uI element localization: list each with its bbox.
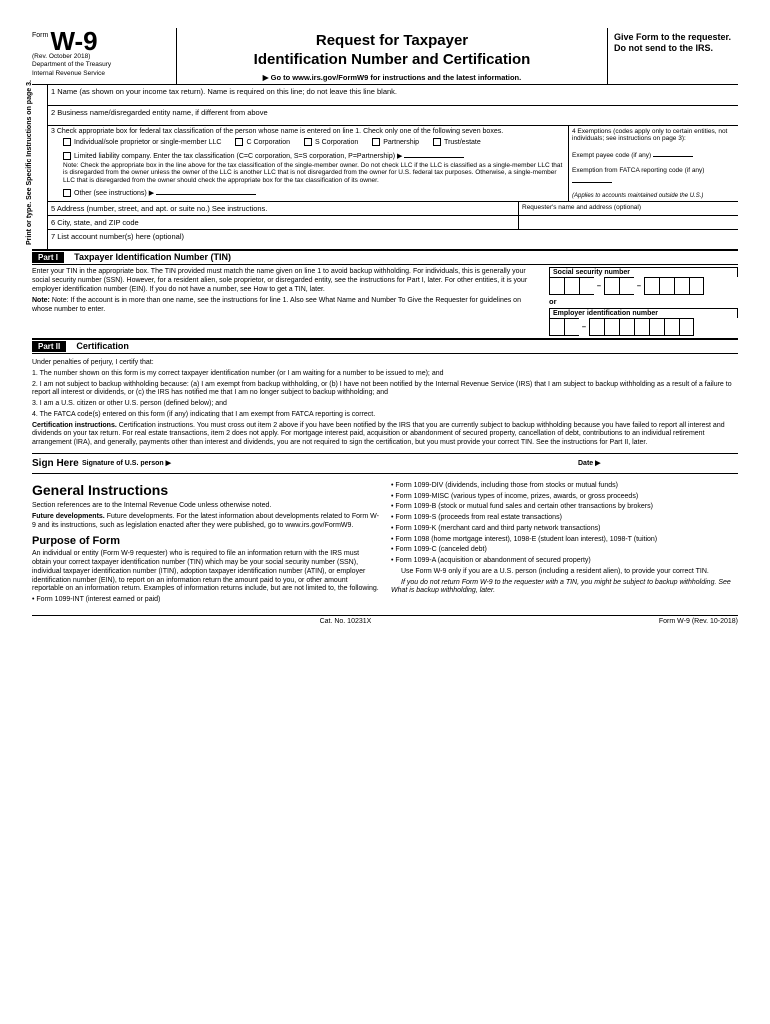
sidebar: Print or type. See Specific Instructions… bbox=[32, 85, 48, 250]
llc-note: Note: Check the appropriate box in the l… bbox=[63, 162, 565, 184]
chk-c-corp[interactable]: C Corporation bbox=[235, 138, 290, 146]
sign-here: Sign Here bbox=[32, 458, 82, 469]
title-line2: Identification Number and Certification bbox=[185, 51, 599, 68]
or-label: or bbox=[549, 297, 738, 306]
requester-address[interactable]: Requester's name and address (optional) bbox=[518, 202, 738, 215]
part-1-header: Part I Taxpayer Identification Number (T… bbox=[32, 250, 738, 265]
goto-link: ▶ Go to www.irs.gov/FormW9 for instructi… bbox=[185, 73, 599, 82]
chk-individual[interactable]: Individual/sole proprietor or single-mem… bbox=[63, 138, 221, 146]
general-instructions-heading: General Instructions bbox=[32, 482, 379, 500]
line-3-intro: 3 Check appropriate box for federal tax … bbox=[51, 128, 565, 135]
footer: Cat. No. 10231X Form W-9 (Rev. 10-2018) bbox=[32, 615, 738, 625]
line-4: 4 Exemptions (codes apply only to certai… bbox=[568, 126, 738, 202]
ssn-label: Social security number bbox=[549, 267, 738, 277]
form-number: W-9 bbox=[50, 30, 97, 53]
line-7[interactable]: 7 List account number(s) here (optional) bbox=[48, 229, 738, 249]
signature-label[interactable]: Signature of U.S. person ▶ bbox=[82, 459, 578, 467]
line-1[interactable]: 1 Name (as shown on your income tax retu… bbox=[48, 85, 738, 105]
instructions-right: • Form 1099-DIV (dividends, including th… bbox=[391, 480, 738, 607]
line-3: 3 Check appropriate box for federal tax … bbox=[48, 126, 568, 202]
tin-text: Enter your TIN in the appropriate box. T… bbox=[32, 265, 543, 338]
certification-body: Under penalties of perjury, I certify th… bbox=[32, 354, 738, 454]
department: Department of the Treasury bbox=[32, 61, 172, 68]
agency: Internal Revenue Service bbox=[32, 70, 172, 77]
purpose-heading: Purpose of Form bbox=[32, 535, 379, 549]
chk-s-corp[interactable]: S Corporation bbox=[304, 138, 358, 146]
chk-other[interactable]: Other (see instructions) ▶ bbox=[63, 186, 565, 197]
instructions-left: General Instructions Section references … bbox=[32, 480, 379, 607]
give-form-text: Give Form to the requester. Do not send … bbox=[614, 32, 734, 54]
instructions: General Instructions Section references … bbox=[32, 480, 738, 607]
fatca-code[interactable]: Exemption from FATCA reporting code (if … bbox=[572, 167, 735, 185]
line-4-title: 4 Exemptions (codes apply only to certai… bbox=[572, 128, 735, 142]
cat-no: Cat. No. 10231X bbox=[320, 618, 372, 625]
sign-row: Sign Here Signature of U.S. person ▶ Dat… bbox=[32, 454, 738, 474]
ein-label: Employer identification number bbox=[549, 308, 738, 318]
part-2-header: Part II Certification bbox=[32, 339, 738, 354]
part-1-label: Part I bbox=[32, 252, 64, 263]
chk-llc[interactable]: Limited liability company. Enter the tax… bbox=[63, 149, 565, 160]
tin-boxes: Social security number – – or Employer i… bbox=[543, 265, 738, 338]
line-5-row: 5 Address (number, street, and apt. or s… bbox=[48, 201, 738, 215]
revision: (Rev. October 2018) bbox=[32, 53, 172, 60]
date-label[interactable]: Date ▶ bbox=[578, 459, 738, 467]
chk-trust[interactable]: Trust/estate bbox=[433, 138, 481, 146]
form-header: Form W-9 (Rev. October 2018) Department … bbox=[32, 28, 738, 85]
line-2[interactable]: 2 Business name/disregarded entity name,… bbox=[48, 105, 738, 125]
line-6-row: 6 City, state, and ZIP code bbox=[48, 215, 738, 229]
form-rev: Form W-9 (Rev. 10-2018) bbox=[659, 618, 738, 625]
ein-boxes[interactable]: – bbox=[549, 318, 738, 336]
part-2-label: Part II bbox=[32, 341, 66, 352]
line-5[interactable]: 5 Address (number, street, and apt. or s… bbox=[48, 202, 518, 215]
header-right: Give Form to the requester. Do not send … bbox=[608, 28, 738, 84]
sidebar-text: Print or type. See Specific Instructions… bbox=[26, 80, 33, 245]
line-6[interactable]: 6 City, state, and ZIP code bbox=[48, 216, 518, 229]
part-1-title: Taxpayer Identification Number (TIN) bbox=[74, 252, 231, 262]
title-line1: Request for Taxpayer bbox=[185, 32, 599, 49]
header-center: Request for Taxpayer Identification Numb… bbox=[177, 28, 608, 84]
line-3-4-row: 3 Check appropriate box for federal tax … bbox=[48, 125, 738, 202]
part-2-title: Certification bbox=[76, 341, 129, 351]
main-grid: Print or type. See Specific Instructions… bbox=[32, 85, 738, 251]
header-left: Form W-9 (Rev. October 2018) Department … bbox=[32, 28, 177, 84]
tin-section: Enter your TIN in the appropriate box. T… bbox=[32, 265, 738, 339]
line-4-note: (Applies to accounts maintained outside … bbox=[572, 193, 735, 199]
form-label: Form bbox=[32, 32, 48, 39]
chk-partnership[interactable]: Partnership bbox=[372, 138, 419, 146]
fields-area: 1 Name (as shown on your income tax retu… bbox=[48, 85, 738, 250]
exempt-payee[interactable]: Exempt payee code (if any) bbox=[572, 148, 735, 159]
ssn-boxes[interactable]: – – bbox=[549, 277, 738, 295]
